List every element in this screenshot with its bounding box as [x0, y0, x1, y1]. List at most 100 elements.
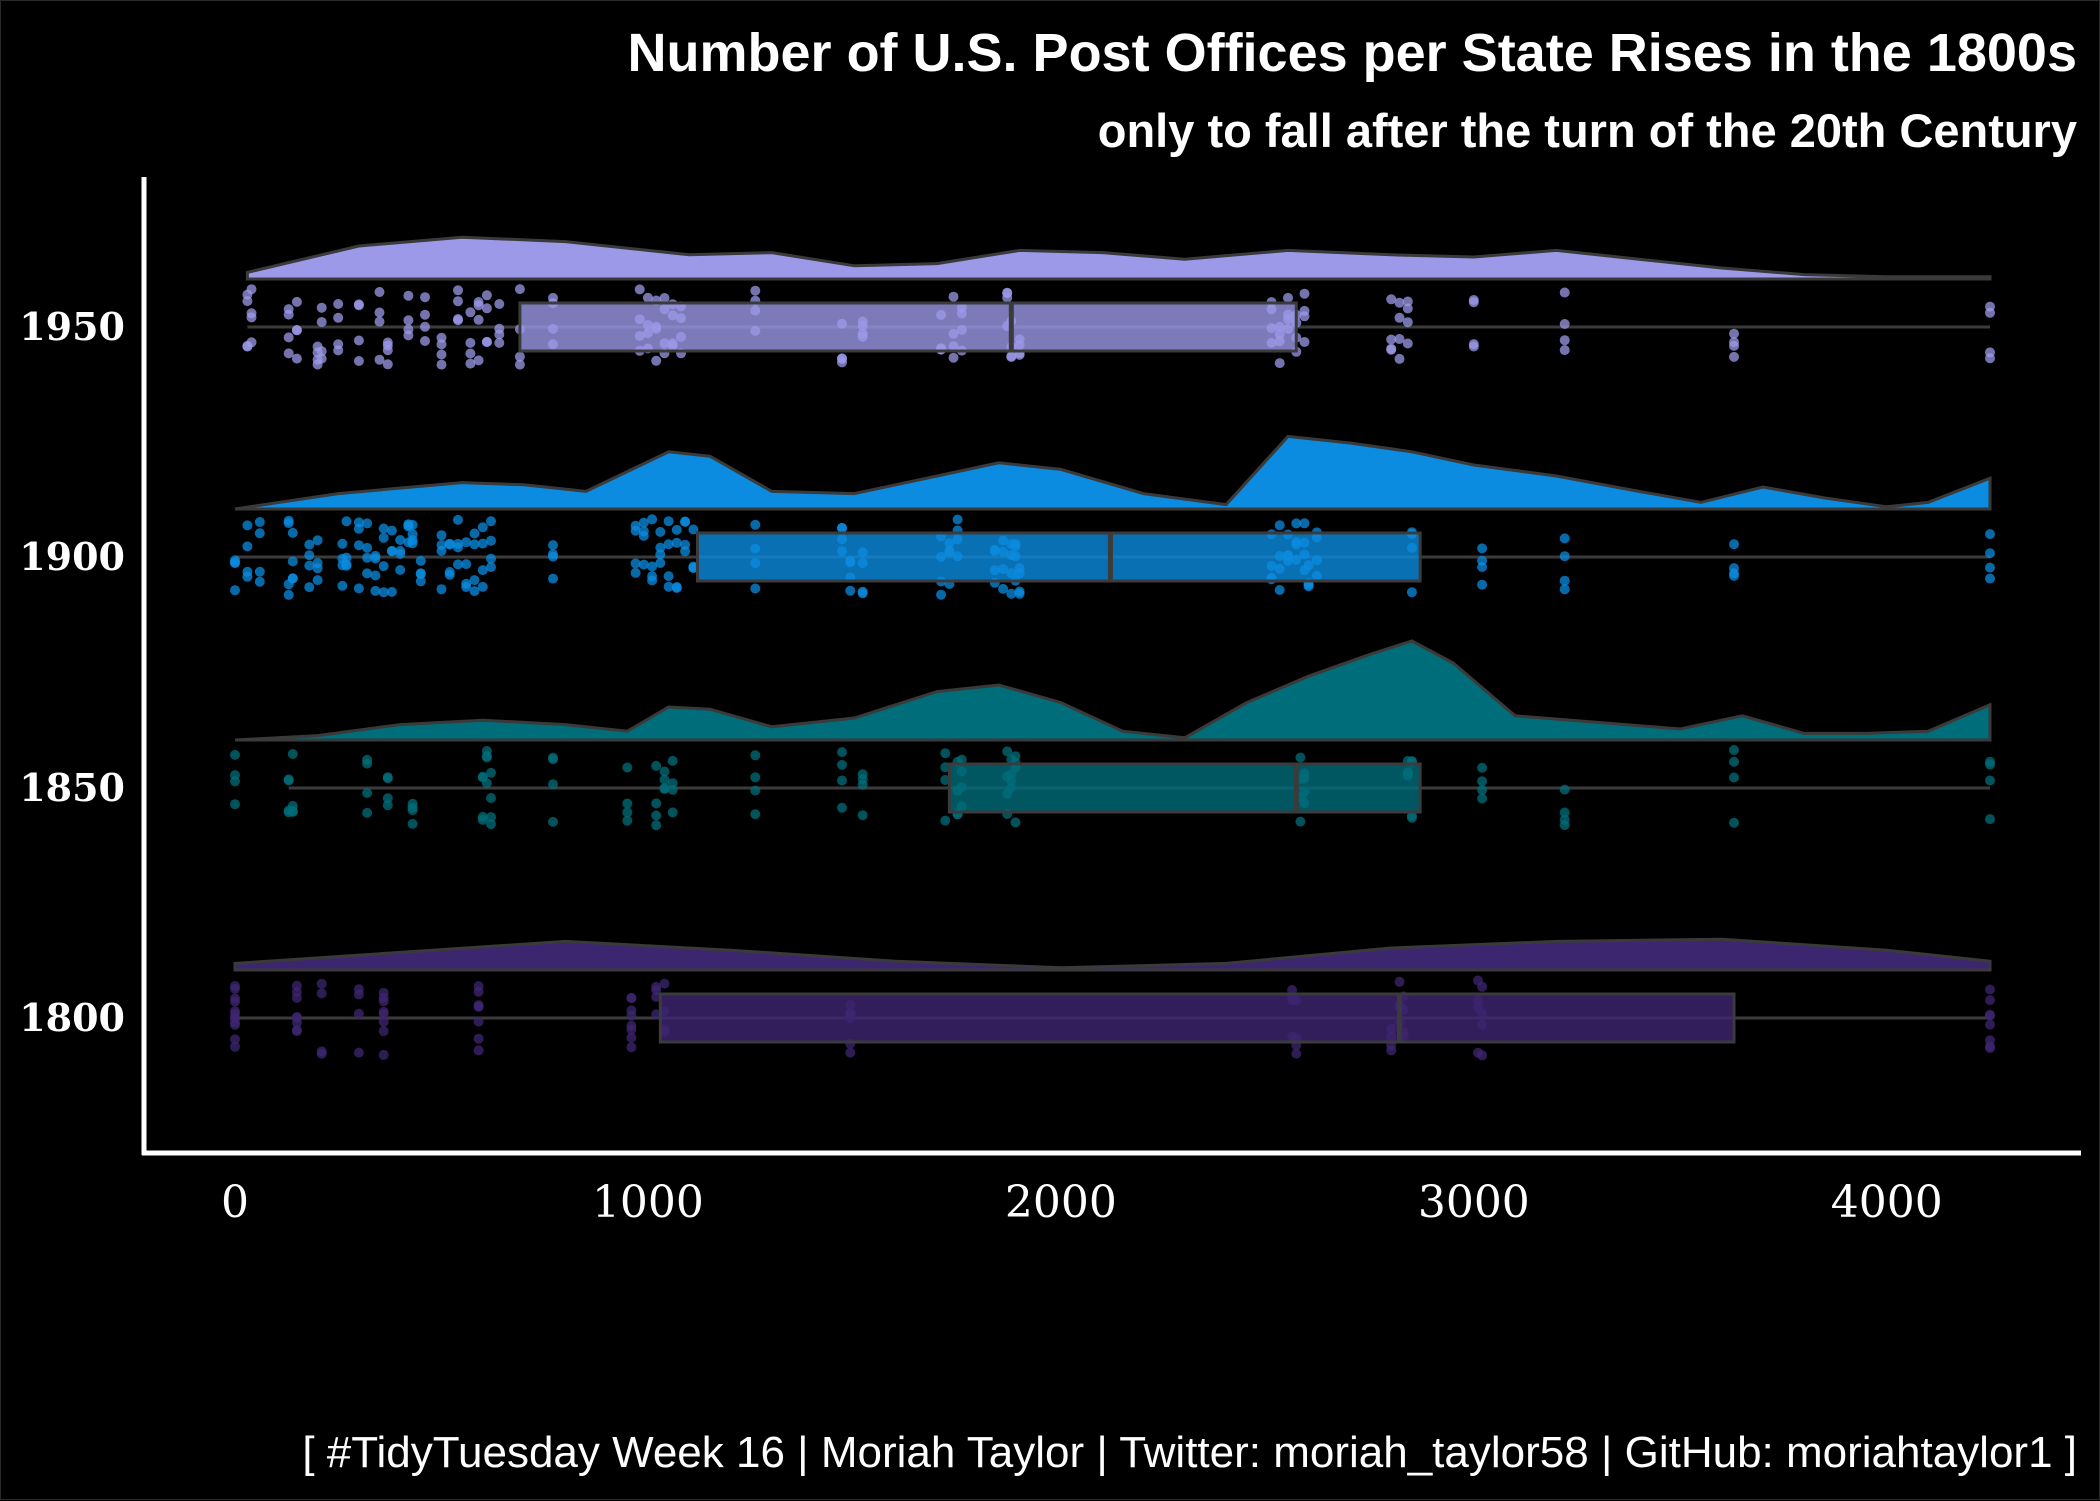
data-point: [940, 748, 951, 759]
data-point: [1295, 752, 1306, 763]
density-cloud: [234, 639, 1992, 742]
data-point: [477, 814, 488, 825]
data-point: [453, 285, 463, 296]
density-cloud: [233, 937, 1992, 972]
data-point: [651, 760, 662, 771]
data-point: [1559, 814, 1570, 825]
data-point: [655, 549, 666, 560]
data-point: [548, 540, 558, 551]
data-point: [386, 546, 397, 557]
data-point: [477, 522, 488, 533]
data-point: [333, 312, 344, 323]
data-point: [254, 576, 265, 587]
chart-subtitle: only to fall after the turn of the 20th …: [1098, 104, 2077, 157]
data-point: [1729, 351, 1739, 362]
data-point: [453, 514, 463, 525]
data-point: [353, 335, 364, 346]
data-point: [1559, 319, 1570, 329]
data-point: [378, 1008, 389, 1019]
data-point: [283, 589, 294, 600]
data-point: [642, 292, 653, 303]
data-point: [1010, 817, 1021, 828]
data-point: [651, 810, 662, 821]
data-point: [1985, 1035, 1995, 1046]
data-point: [444, 569, 455, 580]
data-point: [486, 516, 496, 527]
data-point: [291, 325, 302, 335]
data-point: [382, 359, 393, 370]
data-point: [1477, 579, 1488, 590]
data-point: [671, 537, 682, 548]
data-point: [230, 1034, 240, 1045]
data-point: [680, 516, 691, 527]
data-point: [630, 520, 641, 531]
data-point: [283, 332, 294, 343]
data-point: [283, 774, 294, 785]
y-tick-label: 1950: [19, 304, 125, 349]
data-point: [651, 798, 662, 809]
data-point: [473, 981, 484, 992]
data-point: [407, 805, 418, 816]
data-point: [548, 551, 558, 562]
x-tick-label: 1000: [592, 1177, 704, 1228]
data-point: [1283, 292, 1293, 303]
data-point: [382, 800, 393, 811]
data-point: [333, 339, 344, 350]
data-point: [622, 807, 633, 818]
data-point: [378, 561, 389, 572]
data-point: [420, 336, 430, 346]
data-point: [1985, 1043, 1995, 1054]
data-point: [473, 355, 484, 366]
data-point: [415, 569, 426, 580]
data-point: [1386, 294, 1397, 305]
data-point: [420, 321, 430, 332]
data-point: [651, 1009, 662, 1020]
series-1850: 1850: [19, 639, 1995, 831]
data-point: [494, 337, 505, 348]
data-point: [461, 559, 472, 570]
data-point: [1729, 539, 1739, 550]
data-point: [395, 535, 406, 545]
data-point: [486, 553, 496, 564]
data-point: [956, 754, 967, 765]
data-point: [230, 776, 240, 787]
data-point: [473, 1016, 484, 1027]
data-point: [370, 585, 381, 596]
data-point: [663, 539, 674, 550]
data-point: [254, 566, 265, 577]
data-point: [436, 584, 447, 595]
data-point: [395, 565, 406, 575]
data-point: [1985, 756, 1995, 767]
data-point: [1985, 307, 1995, 318]
data-point: [626, 1024, 637, 1035]
data-point: [382, 345, 393, 356]
data-point: [1477, 785, 1488, 795]
data-point: [374, 287, 385, 297]
data-point: [312, 563, 323, 574]
data-point: [341, 516, 352, 527]
data-point: [316, 1048, 327, 1059]
data-point: [473, 1001, 484, 1012]
data-point: [630, 567, 641, 578]
data-point: [362, 754, 373, 765]
data-point: [1006, 351, 1017, 362]
data-point: [382, 793, 393, 804]
data-point: [626, 1042, 637, 1053]
data-point: [1985, 562, 1995, 573]
data-point: [316, 353, 327, 364]
data-point: [481, 337, 492, 347]
data-point: [246, 312, 257, 323]
data-point: [857, 810, 868, 821]
data-point: [638, 559, 649, 570]
data-point: [1002, 746, 1013, 757]
data-point: [382, 337, 393, 348]
data-point: [655, 526, 666, 537]
data-point: [370, 553, 381, 564]
data-point: [1299, 518, 1310, 529]
y-tick-label: 1900: [19, 534, 125, 579]
data-point: [370, 570, 381, 581]
data-point: [1477, 543, 1488, 554]
data-point: [1295, 816, 1306, 827]
